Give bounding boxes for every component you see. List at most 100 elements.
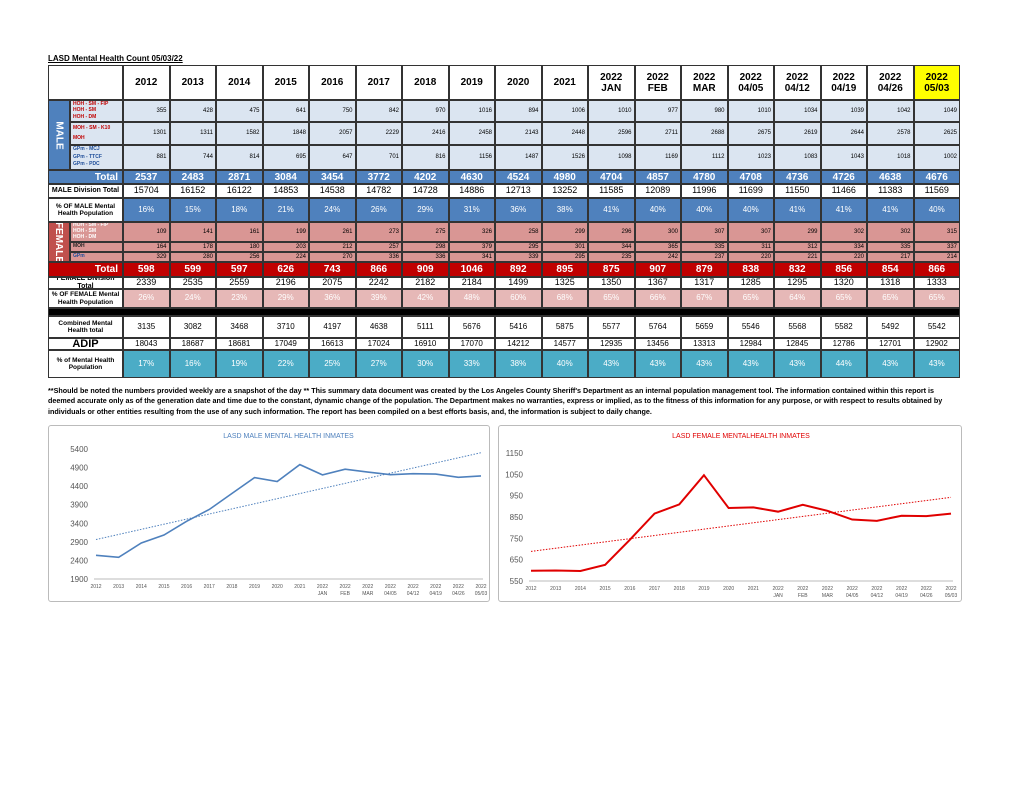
group-labels: HOH - SM - FIP HOH - SM HOH - DM xyxy=(70,222,123,242)
total-percent-value: 16% xyxy=(169,350,216,378)
female-percent-value: 65% xyxy=(727,289,774,308)
total-percent-value: 38% xyxy=(495,350,542,378)
y-tick-label: 1050 xyxy=(505,470,523,479)
group-total: 1043 xyxy=(820,145,867,170)
adip-value: 17070 xyxy=(448,338,495,350)
female-percent-label: % OF FEMALE Mental Health Population xyxy=(48,289,123,308)
x-tick-label: 2013 xyxy=(113,584,124,590)
total-percent-value: 43% xyxy=(913,350,960,378)
female-division-total-value: 2339 xyxy=(123,277,170,289)
male-total-value: 4704 xyxy=(588,170,635,184)
group-total: 1487 xyxy=(495,145,542,170)
female-division-total-value: 2242 xyxy=(355,277,402,289)
group-total: 365 xyxy=(634,242,681,252)
group-labels: GPm xyxy=(70,252,123,262)
male-division-total-value: 16122 xyxy=(216,184,263,198)
y-tick-label: 2900 xyxy=(70,538,88,547)
x-tick-label: 2022 xyxy=(362,584,373,590)
adip-value: 18043 xyxy=(123,338,170,350)
combined-value: 5582 xyxy=(820,316,867,338)
group-label: HOH - DM xyxy=(73,113,97,120)
group-total: 970 xyxy=(402,100,449,122)
female-total-label: Total xyxy=(48,262,123,277)
column-header-line: 2022 xyxy=(739,71,762,83)
x-tick-label: 04/05 xyxy=(846,593,859,599)
group-total: 334 xyxy=(820,242,867,252)
column-header: 2017 xyxy=(355,65,402,100)
male-percent-value: 36% xyxy=(495,198,542,222)
group-total: 2625 xyxy=(913,122,960,145)
total-percent-value: 17% xyxy=(123,350,170,378)
group-total: 977 xyxy=(634,100,681,122)
y-tick-label: 5400 xyxy=(70,445,88,454)
y-tick-label: 650 xyxy=(510,556,524,565)
x-tick-label: 2020 xyxy=(723,586,734,592)
column-header-line: 2020 xyxy=(507,77,530,88)
group-total: 214 xyxy=(913,252,960,262)
column-header: 2022 04/19 xyxy=(820,65,867,100)
male-total-value: 3084 xyxy=(262,170,309,184)
group-total: 1169 xyxy=(634,145,681,170)
female-percent-value: 39% xyxy=(355,289,402,308)
group-total: 199 xyxy=(262,222,309,242)
male-division-total-value: 11383 xyxy=(867,184,914,198)
total-percent-value: 25% xyxy=(309,350,356,378)
female-total-value: 875 xyxy=(588,262,635,277)
column-header: 2020 xyxy=(495,65,542,100)
female-division-total-value: 2184 xyxy=(448,277,495,289)
column-header: 2022 04/12 xyxy=(774,65,821,100)
female-percent-value: 29% xyxy=(262,289,309,308)
group-total: 335 xyxy=(681,242,728,252)
x-tick-label: 2022 xyxy=(385,584,396,590)
combined-value: 5875 xyxy=(541,316,588,338)
group-label: HOH - SM - FIP xyxy=(73,100,109,107)
group-label: HOH - SM xyxy=(73,228,97,235)
group-total: 2416 xyxy=(402,122,449,145)
male-percent-value: 16% xyxy=(123,198,170,222)
group-total: 307 xyxy=(727,222,774,242)
male-total-value: 4676 xyxy=(913,170,960,184)
male-total-value: 4726 xyxy=(820,170,867,184)
column-header: 2018 xyxy=(402,65,449,100)
adip-value: 12701 xyxy=(867,338,914,350)
female-division-total-value: 1499 xyxy=(495,277,542,289)
column-header: 2019 xyxy=(448,65,495,100)
header-blank xyxy=(48,65,123,100)
total-percent-value: 27% xyxy=(355,350,402,378)
x-tick-label: 2015 xyxy=(158,584,169,590)
group-total: 695 xyxy=(262,145,309,170)
group-total: 1083 xyxy=(774,145,821,170)
group-total: 2057 xyxy=(309,122,356,145)
x-tick-label: 2021 xyxy=(748,586,759,592)
column-header-line: 04/26 xyxy=(877,82,903,94)
section-label-text: MALE xyxy=(53,120,65,150)
group-total: 816 xyxy=(402,145,449,170)
y-tick-label: 750 xyxy=(510,534,524,543)
group-total: 980 xyxy=(681,100,728,122)
male-percent-value: 24% xyxy=(309,198,356,222)
x-tick-label: 04/12 xyxy=(407,591,420,597)
adip-value: 14212 xyxy=(495,338,542,350)
female-division-total-value: 2196 xyxy=(262,277,309,289)
section-label: FEMALE xyxy=(48,222,70,262)
x-tick-label: 2022 xyxy=(453,584,464,590)
female-division-total-value: 2559 xyxy=(216,277,263,289)
group-total: 302 xyxy=(867,222,914,242)
group-total: 475 xyxy=(216,100,263,122)
group-total: 2458 xyxy=(448,122,495,145)
x-tick-label: MAR xyxy=(362,591,374,597)
column-header-line: 2022 xyxy=(693,71,716,83)
separator xyxy=(48,308,960,316)
total-percent-label: % of Mental Health Population xyxy=(48,350,123,378)
adip-value: 12845 xyxy=(774,338,821,350)
x-tick-label: 2022 xyxy=(772,586,783,592)
group-total: 1034 xyxy=(774,100,821,122)
column-header: 2022 05/03 xyxy=(913,65,960,100)
group-total: 221 xyxy=(774,252,821,262)
group-total: 307 xyxy=(681,222,728,242)
female-division-total-value: 2535 xyxy=(169,277,216,289)
x-tick-label: 2022 xyxy=(921,586,932,592)
group-total: 180 xyxy=(216,242,263,252)
column-header: 2022 MAR xyxy=(681,65,728,100)
